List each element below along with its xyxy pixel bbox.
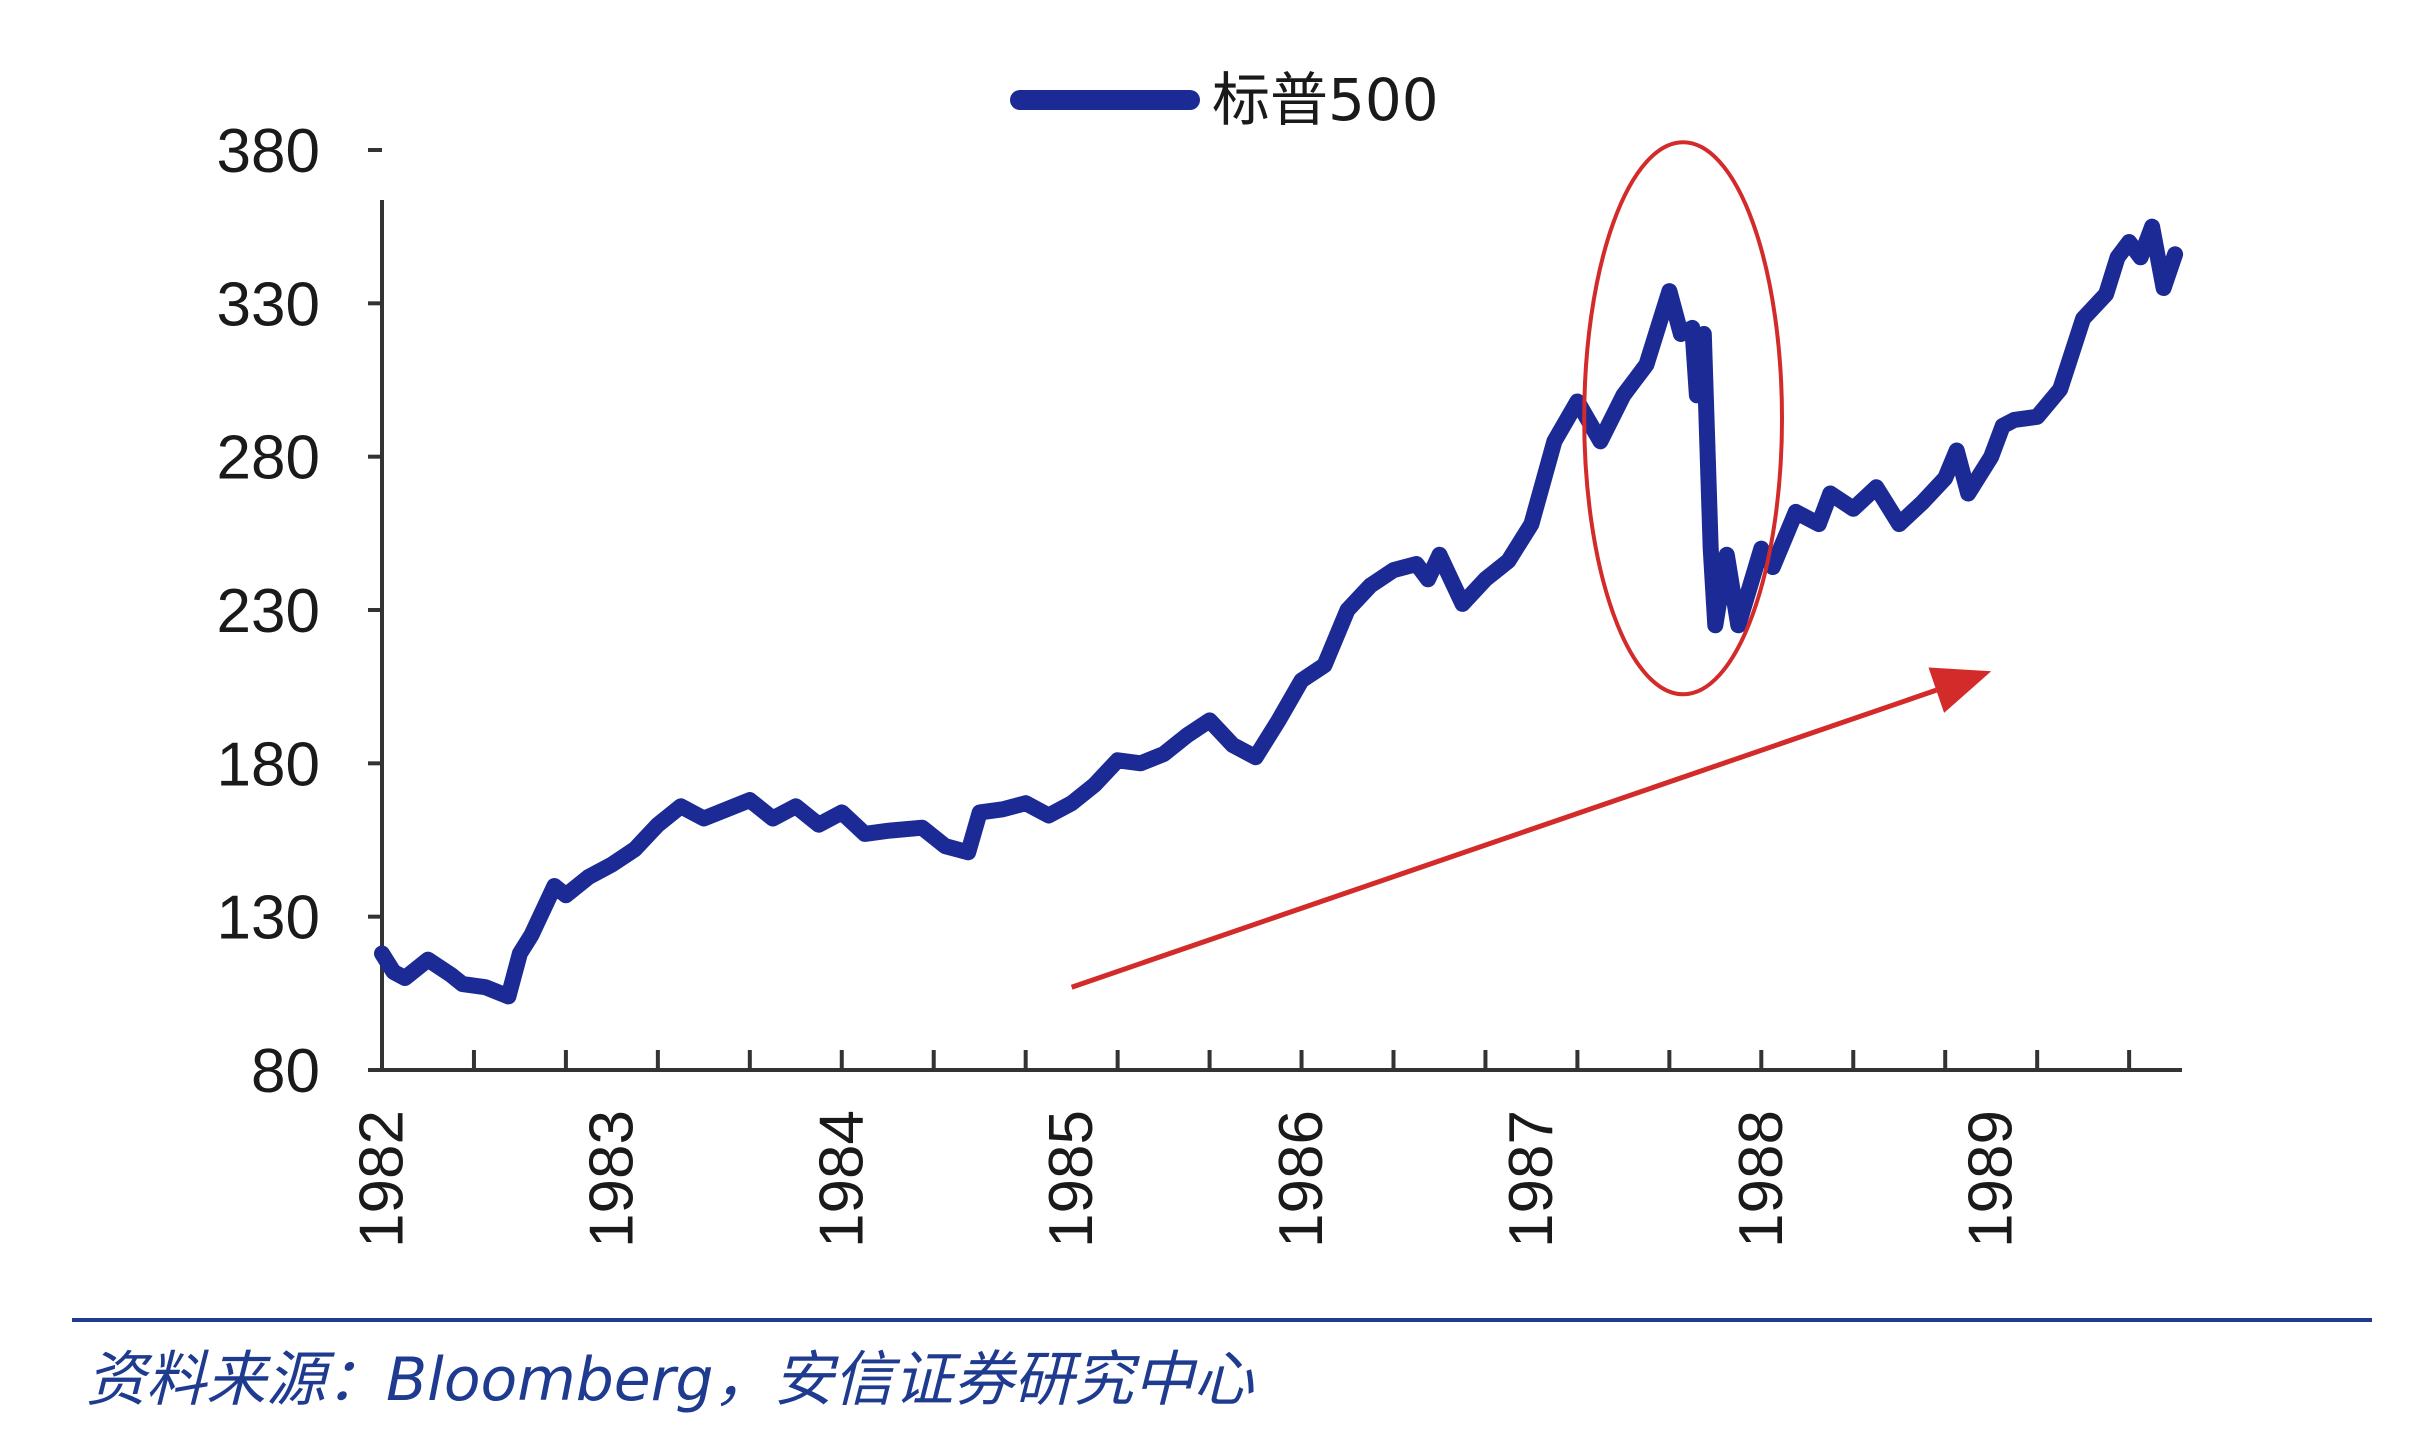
annotation-layer: [1070, 140, 1992, 990]
x-tick-label: 1983: [577, 1110, 646, 1248]
trend-arrow-shaft: [1070, 687, 1938, 990]
x-tick-label: 1989: [1957, 1110, 2026, 1248]
series-layer: [374, 218, 2184, 1005]
y-tick-label: 380: [217, 117, 320, 186]
x-tick-label: 1987: [1497, 1110, 1566, 1248]
y-tick-label: 80: [251, 1037, 320, 1106]
x-tick-label: 1988: [1727, 1110, 1796, 1248]
y-tick-label: 230: [217, 577, 320, 646]
source-note: 资料来源：Bloomberg，安信证券研究中心: [86, 1345, 1254, 1415]
y-tick-label: 180: [217, 730, 320, 799]
y-tick-label: 330: [217, 270, 320, 339]
highlight-ellipse: [1582, 140, 1784, 697]
y-axis: 80 130 180 230 280 330 380: [217, 117, 384, 1106]
y-tick-label: 130: [217, 884, 320, 953]
series-line-0: [374, 218, 2184, 1005]
trend-arrow-head: [1928, 667, 1992, 713]
x-tick-label: 1986: [1267, 1110, 1336, 1248]
legend-label: 标普500: [1212, 66, 1439, 134]
x-tick-label: 1984: [807, 1110, 876, 1248]
y-tick-label: 280: [217, 424, 320, 493]
legend: 标普500: [1010, 66, 1439, 134]
x-tick-label: 1982: [348, 1110, 417, 1248]
x-tick-label: 1985: [1037, 1110, 1106, 1248]
x-axis: 1982 1983 1984 1985 1986 1987 1988 1989: [348, 1050, 2182, 1248]
